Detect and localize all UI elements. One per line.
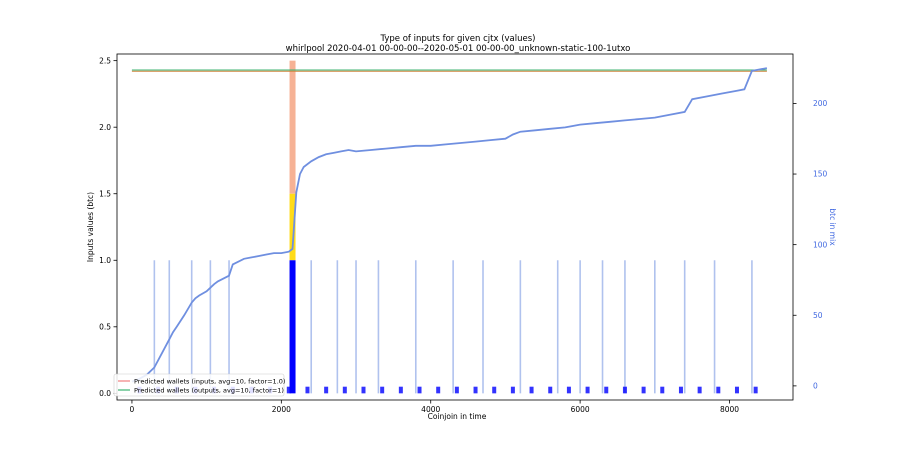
y2-tick-label: 0 — [813, 382, 818, 391]
series-line — [131, 67, 768, 383]
x-axis-label: Coinjoin in time — [428, 412, 487, 421]
y2-axis-label: btc in mix — [828, 208, 837, 246]
input-bar — [579, 260, 581, 394]
legend-box — [113, 373, 285, 397]
small-bar — [436, 386, 441, 394]
input-bar — [751, 260, 753, 394]
small-bar — [585, 386, 590, 394]
y-tick-label: 0.0 — [99, 389, 111, 398]
small-bar — [361, 386, 366, 394]
small-bar — [678, 386, 683, 394]
small-bar — [380, 386, 385, 394]
small-bar — [305, 386, 310, 394]
small-bar — [641, 386, 646, 394]
input-bar — [452, 260, 454, 394]
legend-label-inputs: Predicted wallets (inputs, avg=10, facto… — [134, 378, 285, 386]
y2-tick-label: 50 — [813, 311, 823, 320]
input-bar — [153, 260, 156, 394]
input-bar — [336, 260, 339, 394]
y-tick-label: 2.0 — [99, 123, 111, 132]
small-bar — [604, 386, 609, 394]
y-axis-right: 0 50 100 150 200 — [793, 99, 828, 391]
y-tick-label: 2.5 — [99, 56, 111, 65]
x-tick-label: 6000 — [571, 405, 590, 414]
input-value-bars — [153, 60, 753, 394]
chart-subtitle: whirlpool 2020-04-01 00-00-00--2020-05-0… — [286, 44, 631, 54]
small-bar — [529, 386, 534, 394]
input-bar-blue — [289, 260, 296, 394]
small-bar — [286, 386, 291, 394]
y-axis-left: 0.0 0.5 1.0 1.5 2.0 2.5 — [99, 56, 117, 398]
legend-label-outputs: Predicted wallets (outputs, avg=10, fact… — [134, 387, 284, 395]
y-tick-label: 0.5 — [99, 323, 111, 332]
input-bar — [482, 260, 484, 394]
small-bar — [492, 386, 497, 394]
y2-tick-label: 200 — [813, 99, 828, 108]
small-bar — [324, 386, 329, 394]
small-bar — [716, 386, 721, 394]
small-bar — [622, 386, 627, 394]
x-axis: 0 2000 4000 6000 8000 — [130, 400, 739, 414]
plot-frame — [116, 53, 794, 401]
input-bar — [683, 260, 686, 394]
small-bar — [398, 386, 403, 394]
input-bar — [355, 260, 357, 394]
input-bar — [228, 260, 230, 394]
input-bar — [654, 260, 656, 394]
small-bar — [753, 386, 758, 394]
y2-tick-label: 100 — [813, 240, 828, 249]
y-axis-label: Inputs values (btc) — [86, 192, 95, 262]
small-bar — [473, 386, 478, 394]
small-bar — [734, 386, 739, 394]
input-bar — [190, 260, 193, 394]
small-bar — [417, 386, 422, 394]
input-bar — [556, 260, 559, 394]
small-bar — [548, 386, 553, 394]
legend: Predicted wallets (inputs, avg=10, facto… — [113, 373, 285, 397]
input-bar-yellow — [289, 193, 296, 261]
chart-title: Type of inputs for given cjtx (values) — [380, 34, 536, 44]
small-bar — [697, 386, 702, 394]
series-lines — [131, 67, 768, 383]
small-bar — [566, 386, 571, 394]
input-bar — [377, 260, 380, 394]
y2-tick-label: 150 — [813, 170, 828, 179]
x-tick-label: 8000 — [720, 405, 739, 414]
y-tick-label: 1.5 — [99, 189, 111, 198]
y-tick-label: 1.0 — [99, 256, 111, 265]
input-bar — [168, 260, 171, 394]
input-bar — [713, 260, 716, 394]
small-bar — [454, 386, 459, 394]
input-bar — [519, 260, 522, 394]
small-bar — [660, 386, 665, 394]
input-bar-orange — [289, 60, 296, 194]
input-bar — [209, 260, 212, 394]
input-bar — [601, 260, 604, 394]
x-tick-label: 2000 — [272, 405, 291, 414]
input-bar — [414, 260, 417, 394]
small-bar — [342, 386, 347, 394]
x-tick-label: 0 — [130, 405, 135, 414]
small-bar — [510, 386, 515, 394]
input-bar — [310, 260, 313, 394]
x-tick-label: 4000 — [421, 405, 440, 414]
input-bar — [624, 260, 626, 394]
